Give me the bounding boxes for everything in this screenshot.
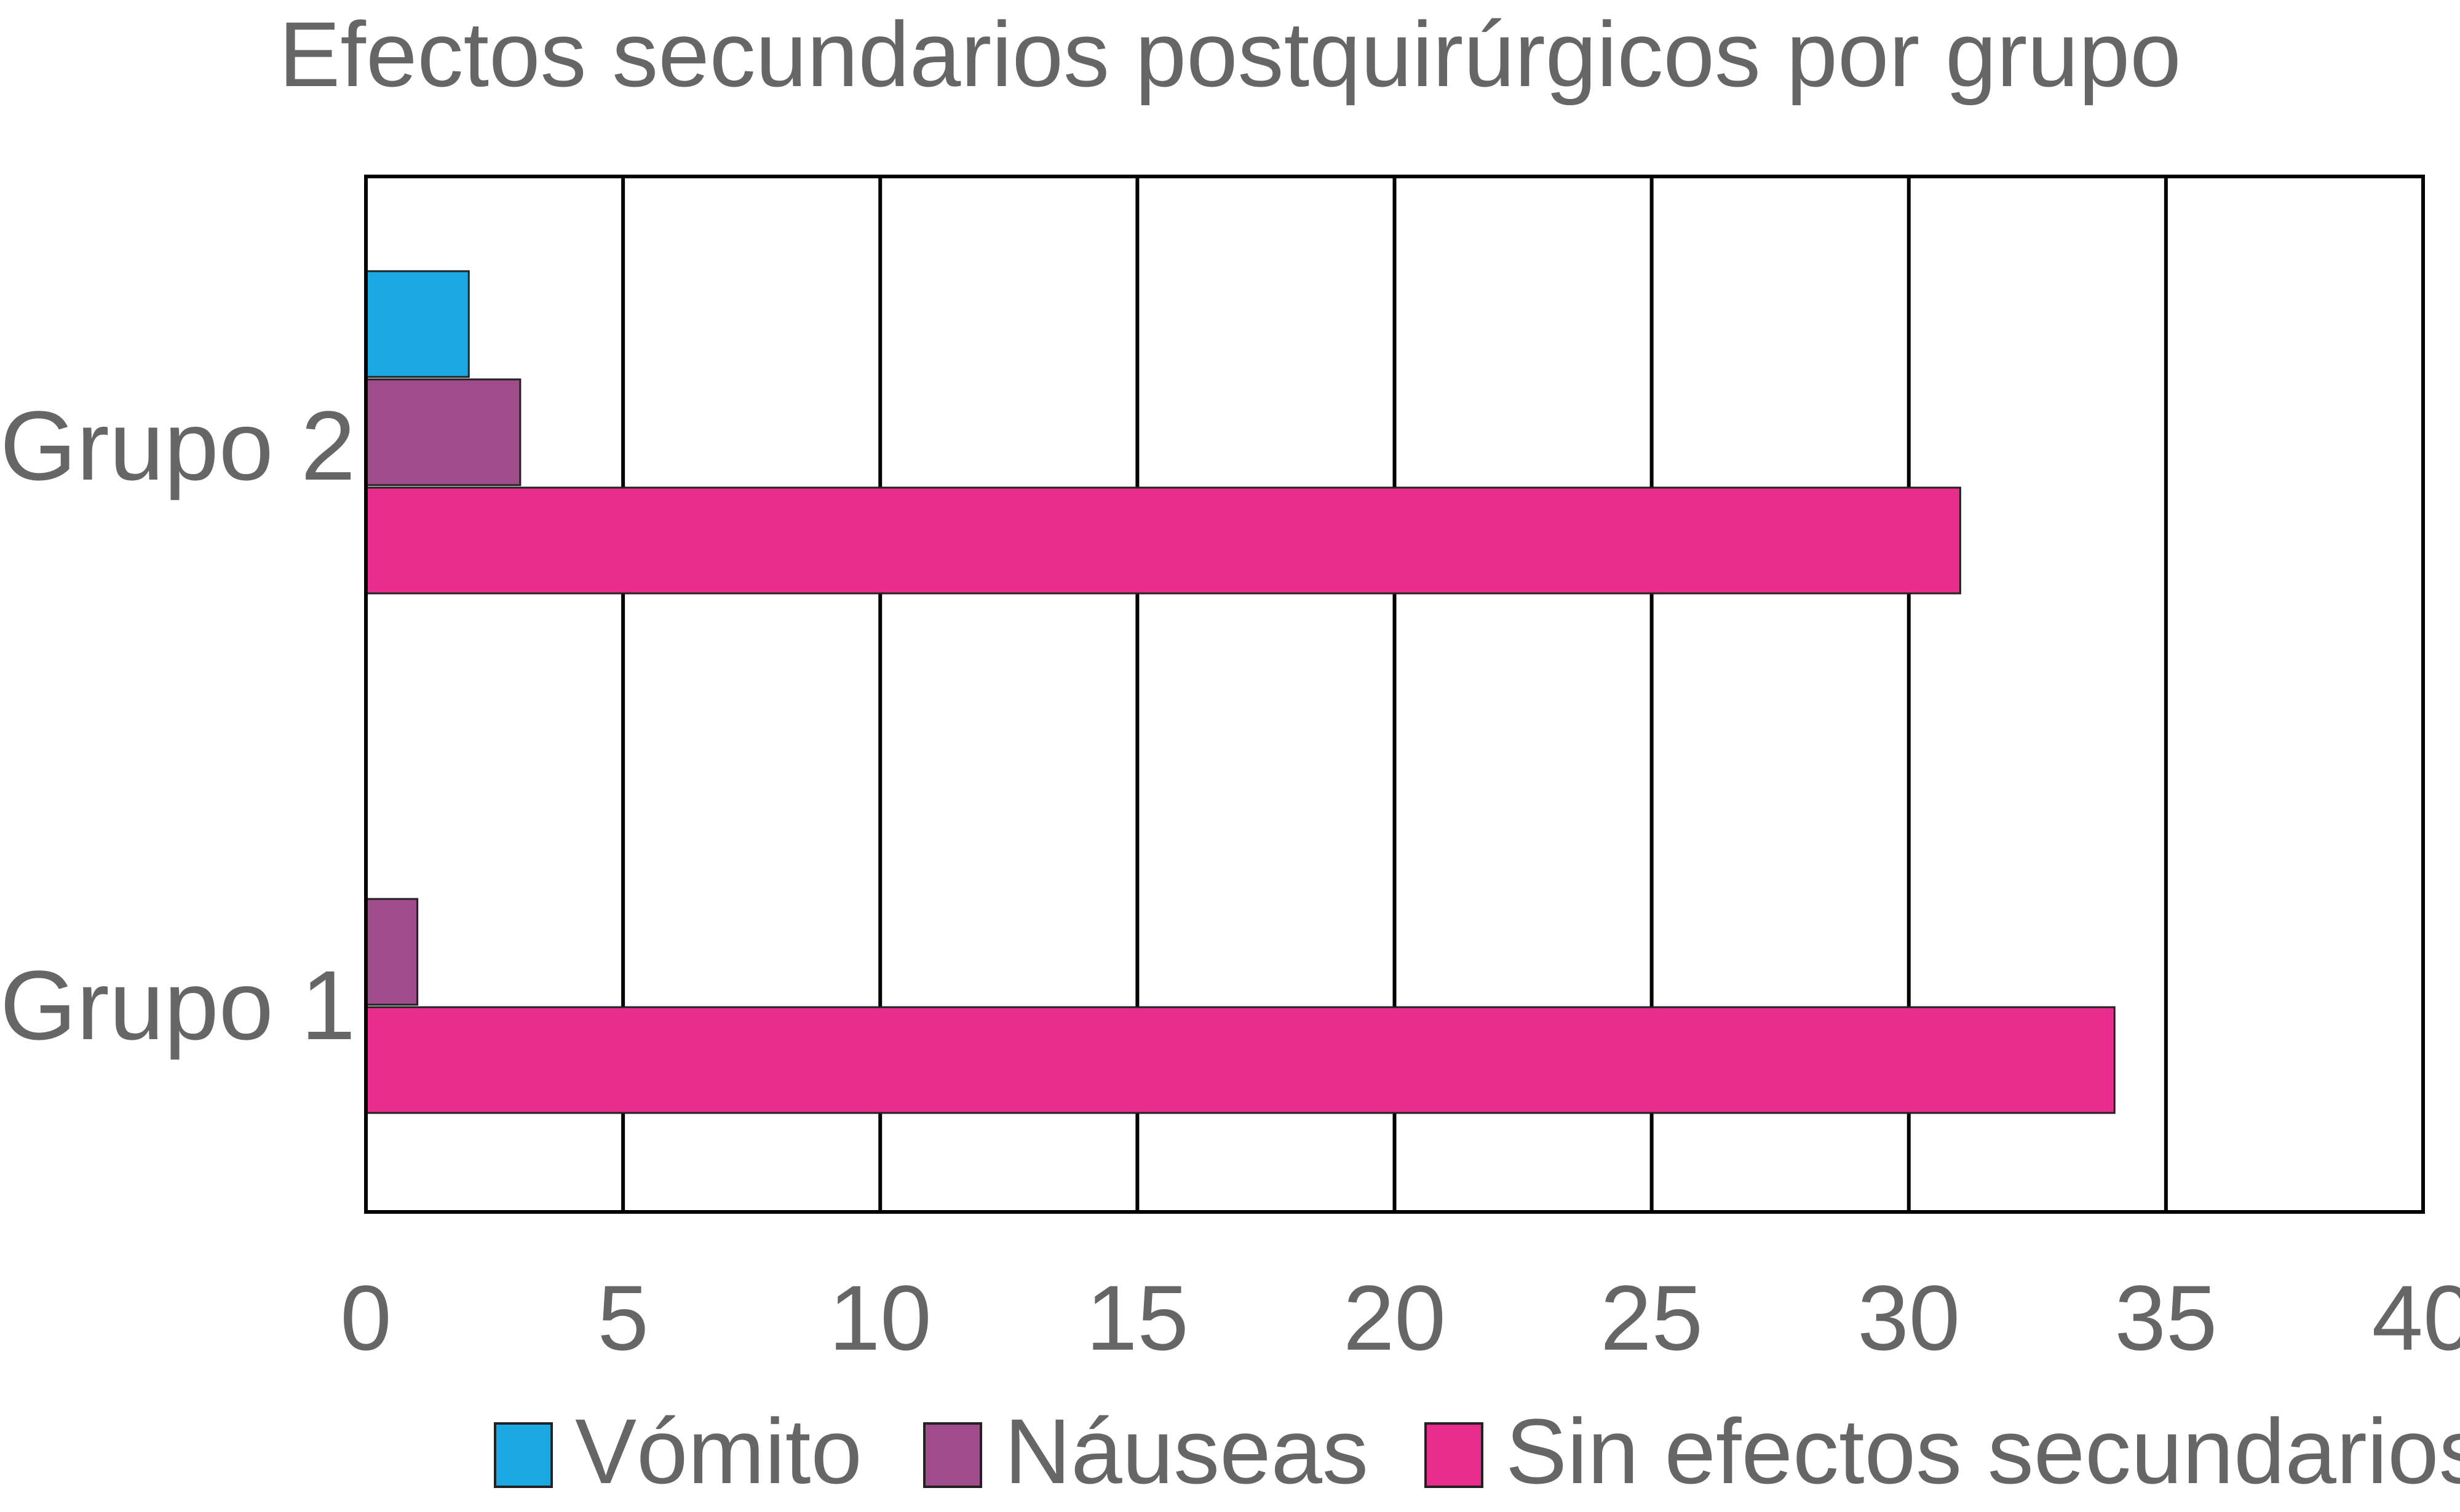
bar	[365, 378, 522, 486]
x-tick-label: 15	[1086, 1266, 1189, 1369]
x-tick-label: 30	[1857, 1266, 1960, 1369]
x-tick-label: 25	[1600, 1266, 1703, 1369]
legend-swatch	[923, 1422, 982, 1488]
x-tick-label: 10	[829, 1266, 932, 1369]
x-tick-labels: 0 5 10 15 20 25 30 35 40	[340, 1266, 2460, 1369]
x-tick-label: 0	[340, 1266, 391, 1369]
category-labels: Grupo 2 Grupo 1	[0, 390, 355, 1060]
category-label: Grupo 2	[0, 390, 355, 501]
legend-label: Náuseas	[1004, 1399, 1368, 1503]
bar	[365, 486, 1961, 595]
gridlines	[621, 176, 2168, 1212]
x-tick-label: 20	[1343, 1266, 1446, 1369]
bar	[365, 1006, 2116, 1114]
legend-label: Sin efectos secundarios	[1506, 1399, 2460, 1503]
bar	[365, 898, 419, 1006]
x-tick-label: 35	[2114, 1266, 2217, 1369]
bars	[365, 270, 2116, 1114]
legend-label: Vómito	[575, 1399, 862, 1503]
chart-title: Efectos secundarios postquirúrgicos por …	[279, 2, 2181, 106]
bar	[365, 270, 470, 378]
x-tick-label: 5	[597, 1266, 648, 1369]
legend-swatch	[494, 1422, 553, 1488]
legend-swatch	[1424, 1422, 1483, 1488]
legend: Vómito Náuseas Sin efectos secundarios	[494, 1399, 2460, 1503]
category-label: Grupo 1	[0, 950, 355, 1060]
plot-frame	[364, 175, 2425, 1214]
x-tick-label: 40	[2372, 1266, 2460, 1369]
